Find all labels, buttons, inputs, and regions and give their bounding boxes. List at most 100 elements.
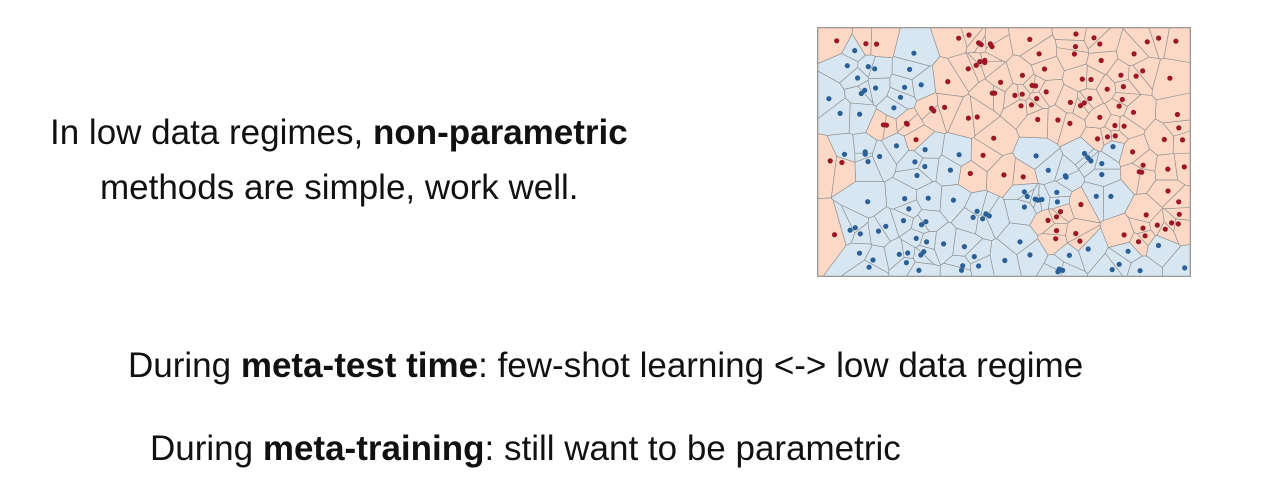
voronoi-cell-blue (1003, 199, 1037, 226)
voronoi-cell-blue (892, 168, 934, 191)
data-point-red (1176, 125, 1182, 131)
data-point-red (965, 66, 971, 72)
data-point-blue (1116, 261, 1122, 267)
data-point-red (1079, 76, 1085, 82)
data-point-blue (870, 257, 876, 263)
data-point-blue (974, 208, 980, 214)
data-point-red (1036, 51, 1042, 57)
line4-suffix: : still want to be parametric (484, 429, 901, 468)
data-point-blue (905, 250, 911, 256)
data-point-red (1077, 103, 1084, 109)
data-point-blue (1033, 153, 1039, 159)
data-point-red (982, 59, 988, 66)
voronoi-cell-blue (880, 132, 909, 165)
voronoi-cell-blue (980, 190, 1000, 218)
data-point-blue (1125, 248, 1131, 254)
data-point-blue (837, 110, 843, 116)
data-point-blue (865, 199, 871, 205)
data-point-blue (1182, 265, 1188, 271)
data-point-red (1087, 95, 1093, 102)
data-point-red (1118, 72, 1124, 78)
data-point-red (1073, 31, 1079, 37)
data-point-red (1116, 103, 1122, 109)
data-point-blue (960, 263, 966, 269)
data-point-red (1098, 57, 1104, 64)
data-point-blue (1021, 204, 1027, 210)
line3-bold: meta-test time (240, 346, 479, 385)
line1-prefix: In low data regimes, (50, 113, 373, 152)
data-point-red (974, 114, 980, 120)
data-point-red (1043, 89, 1049, 95)
data-point-blue (855, 75, 861, 81)
data-point-blue (1024, 193, 1030, 200)
data-point-blue (921, 249, 927, 255)
data-point-blue (900, 218, 907, 224)
data-point-red (904, 121, 910, 127)
voronoi-points (826, 31, 1188, 275)
data-point-red (873, 41, 880, 47)
voronoi-cell-red (913, 92, 939, 121)
data-point-red (973, 62, 979, 68)
data-point-red (987, 41, 993, 47)
voronoi-cell-blue (939, 262, 973, 276)
data-point-red (1057, 209, 1064, 215)
data-point-red (839, 159, 845, 166)
data-point-blue (841, 151, 848, 157)
data-point-blue (983, 211, 989, 217)
data-point-red (977, 59, 983, 65)
data-point-blue (918, 82, 924, 88)
data-point-blue (858, 90, 864, 97)
data-point-blue (877, 153, 883, 160)
data-point-blue (906, 206, 912, 212)
data-point-blue (857, 231, 863, 237)
data-point-red (1139, 169, 1145, 175)
data-point-red (1104, 134, 1111, 140)
data-point-red (1067, 99, 1073, 105)
data-point-blue (980, 216, 986, 222)
data-point-red (863, 41, 869, 47)
data-point-blue (852, 48, 858, 54)
data-point-blue (847, 227, 853, 233)
data-point-red (928, 105, 935, 111)
data-point-blue (1017, 239, 1023, 245)
data-point-red (1112, 122, 1118, 129)
line4-bold: meta-training (262, 429, 485, 468)
voronoi-cell-blue (1034, 147, 1064, 185)
data-point-blue (862, 87, 868, 93)
data-point-blue (893, 143, 900, 149)
line4-prefix: During (150, 429, 263, 468)
line2-text: methods are simple, work well. (100, 168, 579, 207)
data-point-red (1142, 233, 1148, 239)
slide-line-4: During meta-training: still want to be p… (150, 428, 901, 470)
voronoi-diagram (817, 27, 1191, 277)
data-point-blue (925, 195, 931, 201)
data-point-red (1140, 225, 1146, 231)
data-point-blue (862, 149, 868, 155)
data-point-red (831, 232, 838, 238)
data-point-red (1097, 41, 1103, 47)
data-point-red (1140, 68, 1146, 74)
data-point-red (966, 32, 972, 38)
line3-suffix: : few-shot learning <-> low data regime (478, 346, 1084, 385)
data-point-blue (961, 244, 967, 250)
slide-line-1: In low data regimes, non-parametric (50, 112, 628, 154)
voronoi-cell-red (1066, 224, 1101, 252)
data-point-red (998, 79, 1004, 85)
voronoi-cell-red (947, 93, 976, 139)
data-point-red (1119, 96, 1125, 103)
voronoi-svg (818, 28, 1190, 276)
data-point-red (1034, 96, 1040, 102)
data-point-red (1035, 116, 1041, 123)
slide-line-3: During meta-test time: few-shot learning… (128, 345, 1083, 387)
data-point-blue (1155, 242, 1162, 249)
data-point-blue (1108, 193, 1114, 199)
data-point-red (1176, 211, 1182, 217)
voronoi-cell-blue (1100, 140, 1125, 164)
data-point-red (1130, 109, 1137, 115)
data-point-red (1088, 76, 1094, 83)
data-point-blue (1081, 150, 1088, 157)
voronoi-cell-red (960, 28, 984, 48)
data-point-blue (941, 241, 947, 247)
data-point-red (1078, 201, 1084, 208)
line1-bold: non-parametric (372, 113, 628, 152)
